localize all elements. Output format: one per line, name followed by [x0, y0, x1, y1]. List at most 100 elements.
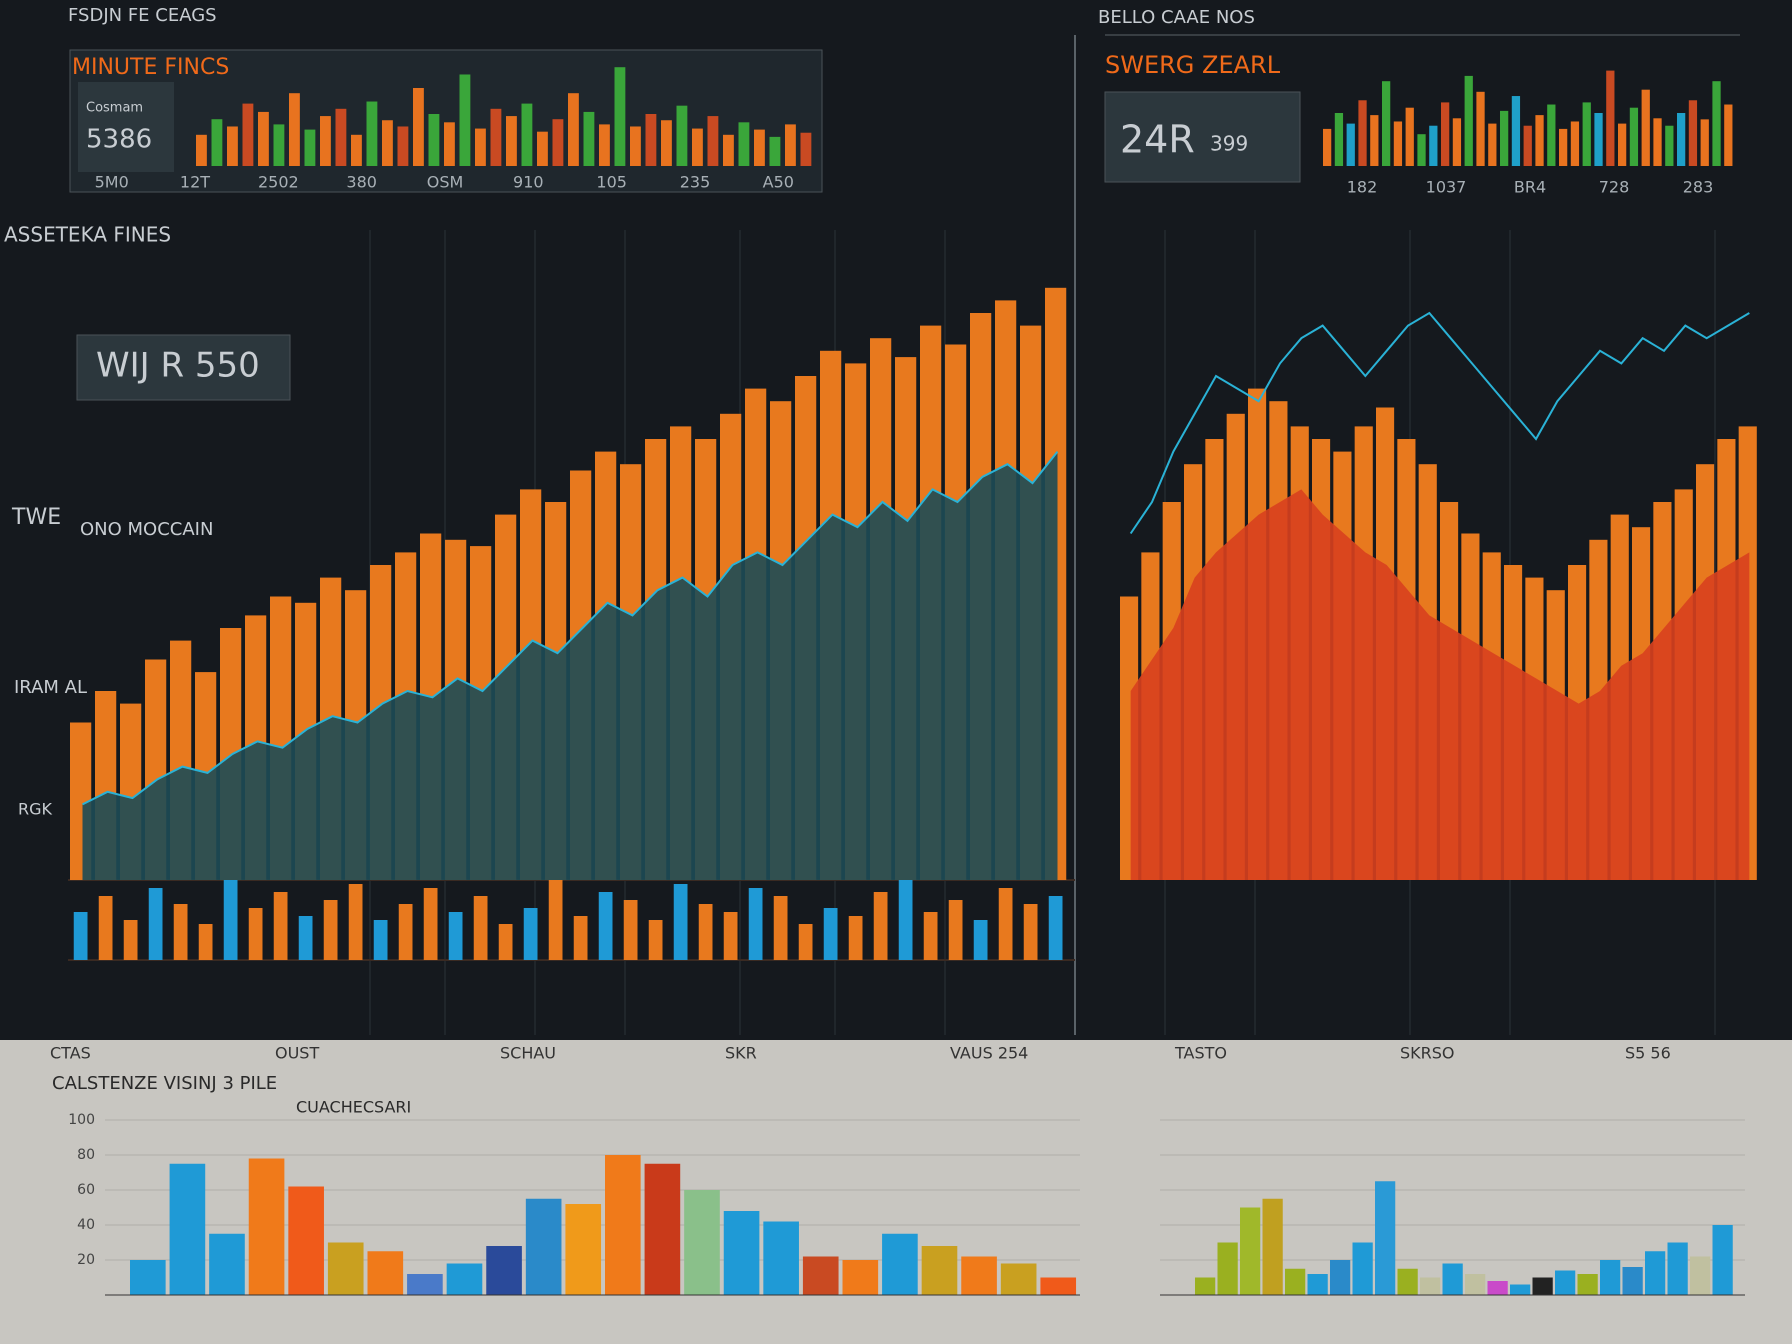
bar	[227, 126, 238, 166]
bar	[1653, 118, 1662, 166]
bar	[211, 119, 223, 166]
bar	[1532, 1277, 1553, 1295]
bar	[1547, 104, 1556, 166]
tick-label: 283	[1683, 178, 1714, 197]
panel-value: 24R	[1120, 118, 1195, 162]
area	[1130, 489, 1750, 880]
bar	[568, 93, 579, 166]
bar	[1535, 115, 1544, 166]
bottom-header-label: S5 56	[1625, 1044, 1671, 1063]
bar	[1307, 1274, 1328, 1295]
bar	[1570, 121, 1580, 166]
volume-bar	[673, 884, 688, 960]
bar	[525, 1198, 562, 1295]
volume-bar	[973, 920, 988, 960]
bar	[1040, 1277, 1077, 1295]
tick-label: 2502	[258, 173, 299, 192]
bar	[444, 122, 455, 166]
volume-bar	[898, 880, 913, 960]
bar	[366, 101, 378, 166]
bar	[1285, 1268, 1306, 1295]
bar	[382, 120, 393, 166]
volume-bar	[423, 888, 438, 960]
top-right-value-box	[1104, 91, 1301, 183]
bar	[1510, 1284, 1531, 1295]
bar	[1523, 125, 1532, 166]
bar	[614, 67, 626, 166]
bar	[1240, 1207, 1261, 1295]
bar	[565, 1204, 602, 1295]
bar	[1346, 123, 1355, 166]
bar	[1606, 70, 1615, 166]
volume-bar	[473, 896, 488, 960]
bar	[630, 126, 641, 166]
bar	[335, 108, 347, 166]
bar	[921, 1246, 958, 1295]
bar	[537, 131, 548, 166]
top-left-value-box	[78, 82, 174, 172]
bar	[645, 114, 657, 166]
tick-label: 12T	[180, 173, 210, 192]
bar	[413, 88, 424, 166]
tick-label: 105	[596, 173, 627, 192]
bar	[1559, 128, 1568, 166]
volume-bar	[148, 888, 163, 960]
volume-bar	[873, 892, 888, 960]
volume-bar	[173, 904, 188, 960]
volume-bar	[598, 892, 613, 960]
bar	[1217, 1242, 1238, 1295]
panel-title: SWERG ZEARL	[1105, 51, 1281, 79]
bar	[288, 1186, 324, 1295]
bar	[802, 1256, 839, 1295]
bar	[242, 103, 254, 166]
bar	[1195, 1277, 1216, 1295]
tick-label: 235	[680, 173, 711, 192]
bar	[684, 1190, 720, 1295]
bottom-header-label: CTAS	[50, 1044, 91, 1063]
volume-bar	[798, 924, 813, 960]
bar	[692, 128, 703, 166]
bar	[248, 1158, 285, 1295]
badge-box	[76, 334, 291, 401]
bar	[289, 93, 300, 166]
volume-bar	[323, 900, 338, 960]
volume-bar	[248, 908, 263, 960]
bar	[1420, 1277, 1441, 1295]
bar	[723, 134, 734, 166]
bar	[258, 111, 269, 166]
volume-bar	[1048, 896, 1063, 960]
bar	[367, 1251, 404, 1295]
bar	[1724, 104, 1733, 166]
bar	[1582, 102, 1591, 166]
bar	[1677, 113, 1686, 166]
bar	[327, 1242, 364, 1295]
bar	[1323, 128, 1332, 166]
cyan-line	[1129, 311, 1750, 535]
tick-label: 910	[513, 173, 544, 192]
volume-bar	[748, 888, 763, 960]
bottom-title: CALSTENZE VISINJ 3 PILE	[52, 1073, 277, 1094]
bar	[407, 1274, 443, 1295]
volume-bar	[948, 900, 963, 960]
y-tick-label: 40	[77, 1217, 95, 1233]
side-label: RGK	[18, 800, 53, 819]
panel-value: 5386	[86, 125, 152, 155]
sidebar-title: ASSETEKA FINES	[4, 223, 171, 247]
volume-bar	[823, 908, 838, 960]
side-label: TWE	[11, 505, 61, 530]
bar	[723, 1211, 760, 1295]
bar	[1555, 1270, 1576, 1295]
bottom-header-label: SKRSO	[1400, 1044, 1455, 1063]
bar	[459, 74, 471, 166]
bar	[1441, 102, 1450, 166]
bar	[763, 1221, 799, 1295]
bar	[1465, 1274, 1486, 1295]
bar	[428, 114, 440, 166]
bar	[1370, 115, 1379, 166]
bar	[800, 132, 812, 166]
bottom-header-label: SKR	[725, 1044, 757, 1063]
bar	[1358, 100, 1367, 166]
bar	[605, 1155, 641, 1295]
volume-bar	[998, 888, 1013, 960]
bar	[1577, 1274, 1598, 1295]
